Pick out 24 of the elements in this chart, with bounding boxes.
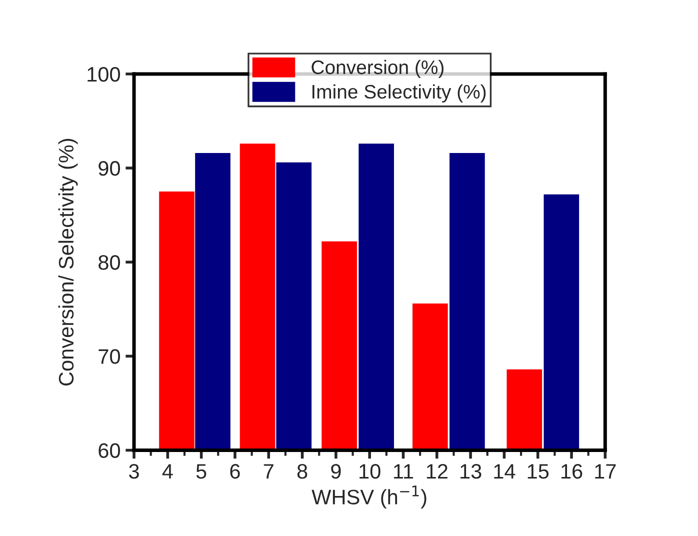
y-tick-label: 70 xyxy=(98,349,120,364)
x-tick-label: 3 xyxy=(129,464,139,479)
y-axis-title: Conversion/ Selectivity (%) xyxy=(58,138,78,386)
x-tick-label: 17 xyxy=(595,464,616,479)
x-tick-label: 8 xyxy=(297,464,308,479)
x-tick-label: 10 xyxy=(360,464,380,479)
y-tick-label: 80 xyxy=(98,255,120,270)
y-tick-label: 100 xyxy=(88,66,120,82)
x-axis-title: WHSV (h$^{−1}$) xyxy=(312,486,426,509)
x-tick-label: 11 xyxy=(394,464,414,479)
y-tick-label: 60 xyxy=(98,443,120,458)
x-tick-label: 4 xyxy=(162,464,173,479)
x-tick-label: 15 xyxy=(528,464,549,479)
x-tick-label: 5 xyxy=(196,464,206,479)
x-tick-label: 12 xyxy=(426,464,448,479)
x-tick-label: 16 xyxy=(562,464,582,479)
y-tick-label: 90 xyxy=(98,161,120,176)
x-tick-label: 9 xyxy=(331,464,341,479)
x-tick-label: 6 xyxy=(230,464,240,479)
x-tick-label: 7 xyxy=(264,464,274,479)
x-tick-label: 13 xyxy=(460,464,482,479)
legend-label: Conversion (%) xyxy=(312,60,444,78)
legend-label: Imine Selectivity (%) xyxy=(312,84,486,102)
x-tick-label: 14 xyxy=(494,464,516,479)
